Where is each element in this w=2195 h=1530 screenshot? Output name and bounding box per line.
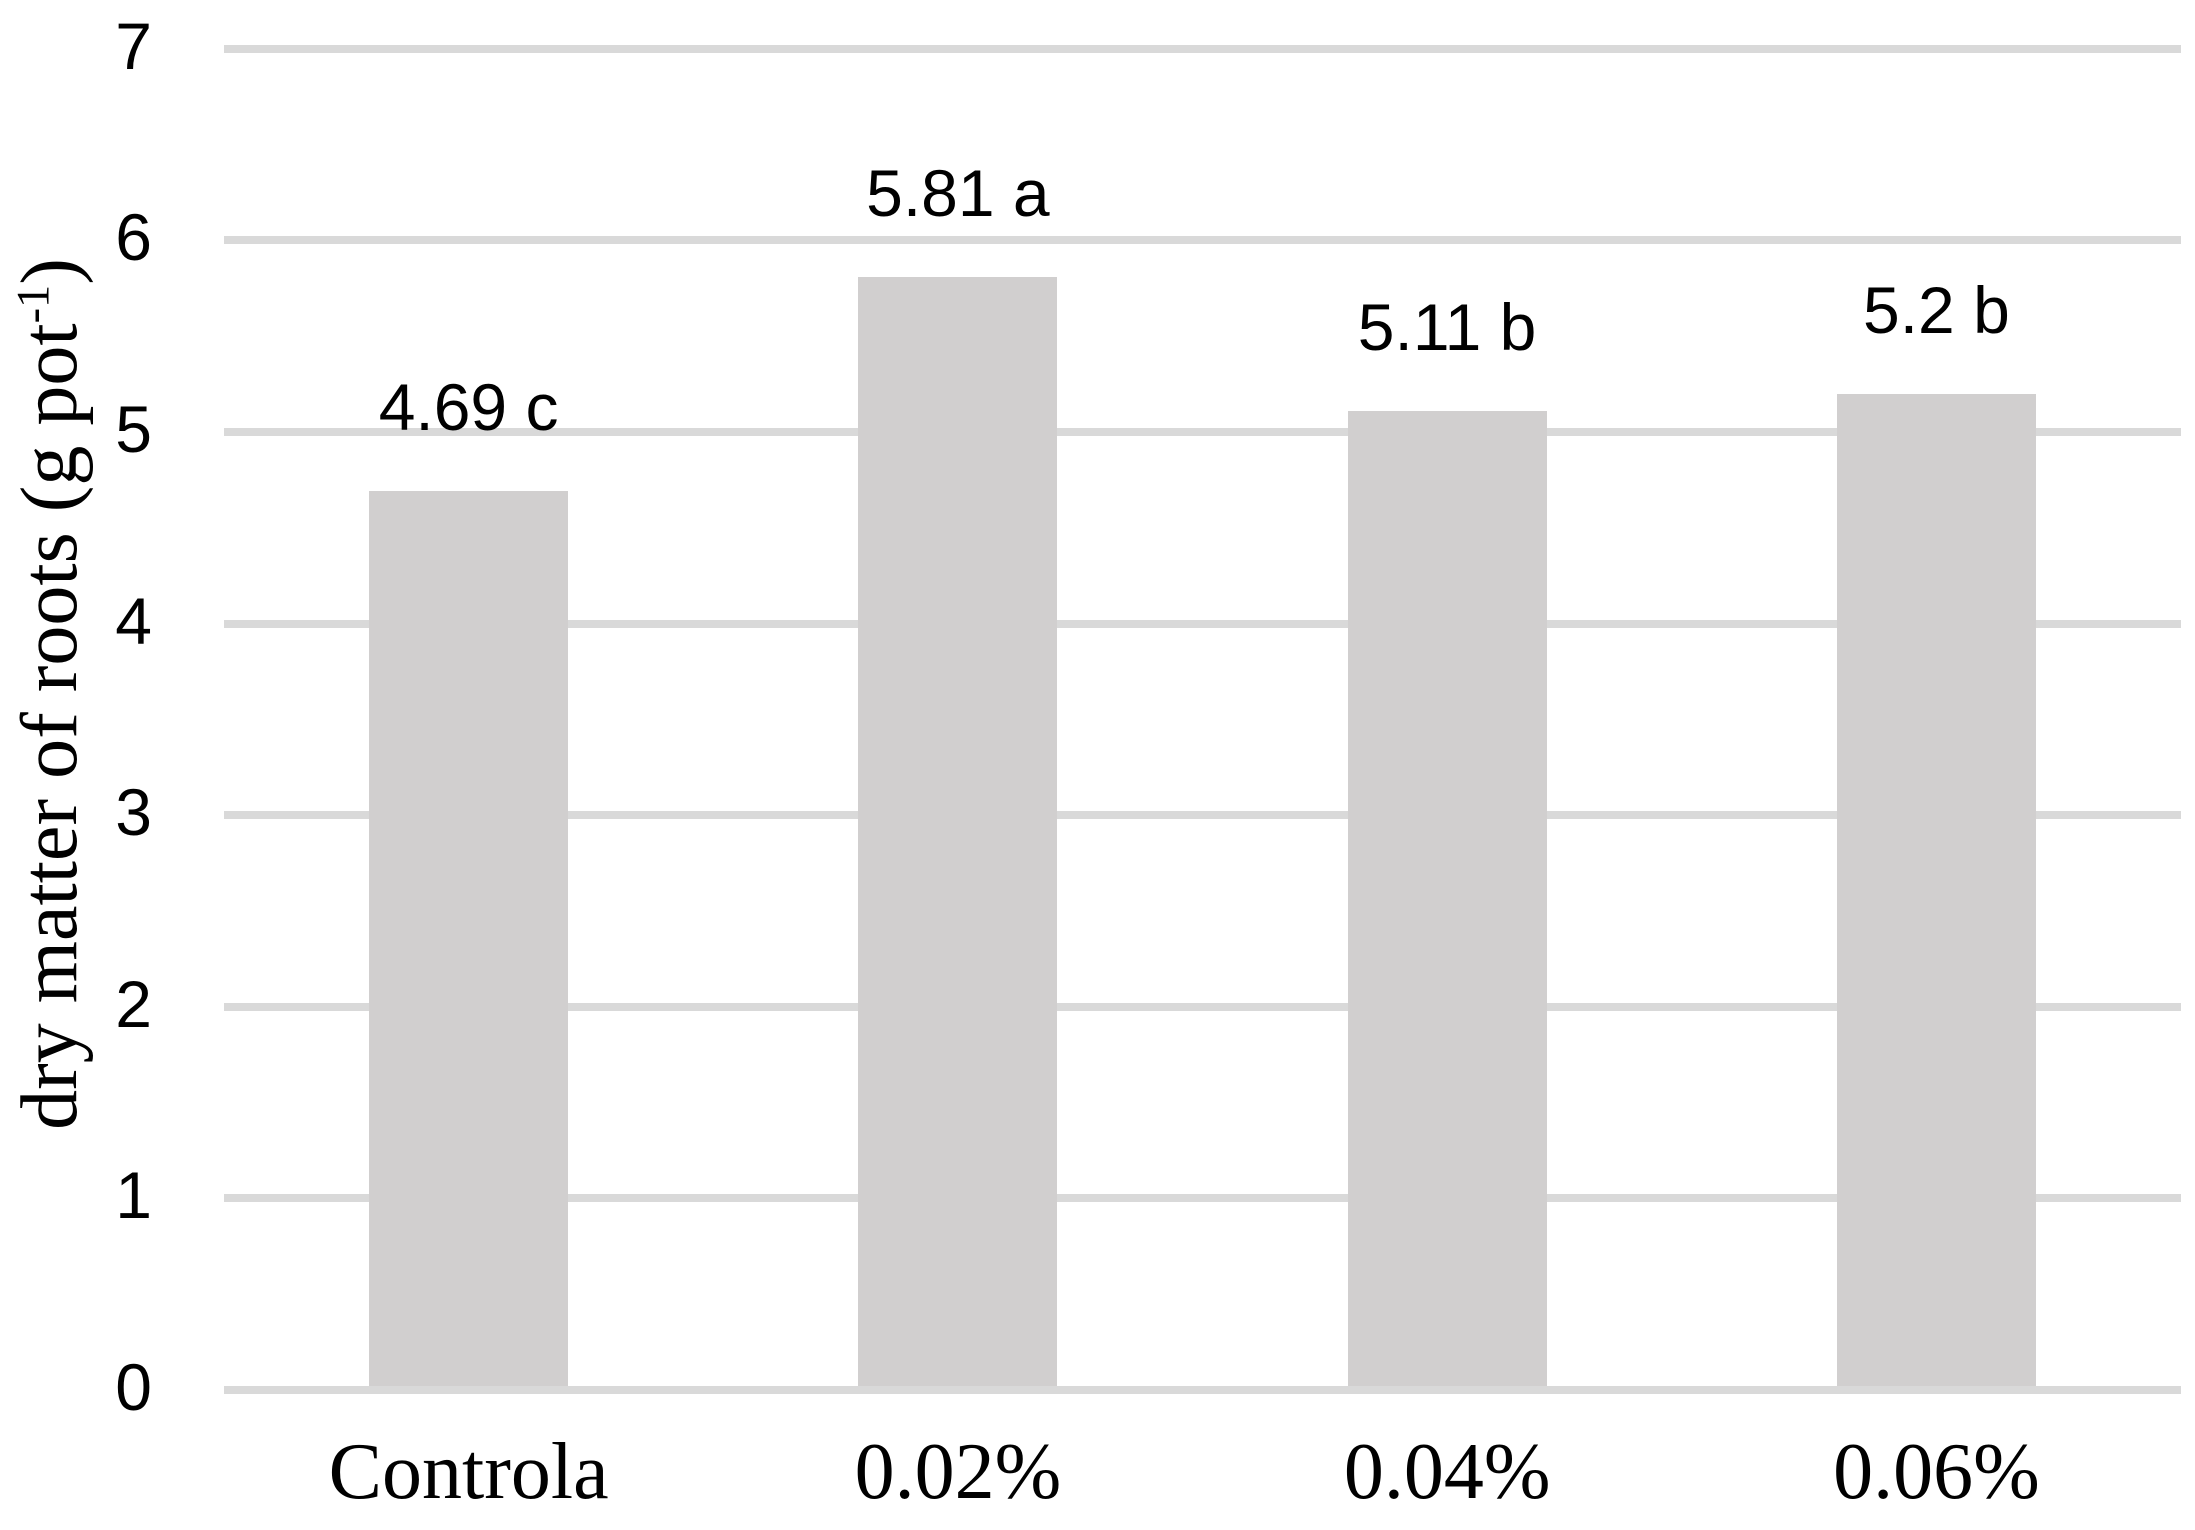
x-category-label: 0.06% [1833, 1428, 2040, 1516]
gridline [224, 1002, 2181, 1011]
y-tick-label: 2 [115, 966, 152, 1041]
x-category-label: Controla [328, 1428, 609, 1516]
x-category-label: 0.04% [1343, 1428, 1551, 1516]
bar [1836, 393, 2036, 1386]
x-category-label: 0.02% [854, 1428, 1062, 1516]
gridline [224, 1386, 2181, 1394]
y-tick-label: 0 [115, 1350, 152, 1424]
gridline [224, 44, 2181, 53]
y-tick-label: 7 [115, 8, 152, 83]
bar-value-label: 5.81 a [866, 155, 1050, 230]
y-axis-title-superscript: -1 [8, 284, 60, 324]
y-tick-label: 1 [115, 1158, 152, 1233]
gridline [224, 236, 2181, 245]
y-tick-label: 5 [115, 392, 152, 466]
y-tick-label: 3 [115, 775, 152, 850]
gridline [224, 428, 2181, 436]
gridline [224, 811, 2181, 820]
y-tick-label: 4 [115, 583, 152, 658]
bar-value-label: 5.2 b [1862, 272, 2010, 347]
y-tick-label: 6 [115, 200, 152, 275]
gridline [224, 1194, 2181, 1203]
bar-value-label: 4.69 c [378, 370, 559, 445]
bar [1347, 410, 1547, 1386]
bar [369, 491, 569, 1386]
gridline [224, 619, 2181, 628]
bar-value-label: 5.11 b [1357, 289, 1537, 364]
bar [858, 276, 1058, 1386]
